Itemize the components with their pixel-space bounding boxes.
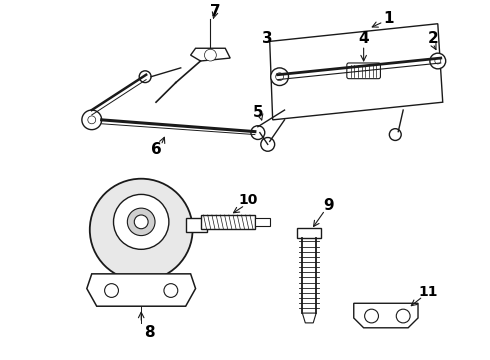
Text: 1: 1 (383, 11, 393, 26)
Text: 4: 4 (358, 31, 369, 46)
Circle shape (365, 309, 378, 323)
Bar (255, 218, 270, 226)
Text: 6: 6 (150, 142, 161, 157)
Circle shape (82, 110, 101, 130)
Circle shape (390, 129, 401, 140)
Circle shape (396, 309, 410, 323)
Polygon shape (270, 24, 443, 120)
FancyBboxPatch shape (347, 63, 380, 79)
Bar (200, 215, 255, 229)
Text: 7: 7 (210, 4, 221, 19)
Bar (186, 218, 207, 232)
Circle shape (139, 71, 151, 82)
Text: 9: 9 (324, 198, 334, 213)
Circle shape (204, 49, 216, 61)
Polygon shape (191, 48, 230, 61)
Text: 2: 2 (427, 31, 438, 46)
Circle shape (276, 73, 284, 81)
Text: 8: 8 (144, 325, 154, 340)
Circle shape (261, 138, 275, 151)
Text: 11: 11 (418, 284, 438, 298)
Polygon shape (302, 313, 316, 323)
Circle shape (164, 284, 178, 297)
Circle shape (270, 68, 289, 86)
Circle shape (127, 208, 155, 235)
Circle shape (88, 116, 96, 124)
Text: 3: 3 (263, 31, 273, 46)
Circle shape (435, 58, 441, 64)
Circle shape (251, 126, 265, 139)
Circle shape (134, 215, 148, 229)
Circle shape (90, 179, 193, 281)
Text: 10: 10 (238, 193, 258, 207)
Circle shape (114, 194, 169, 249)
Polygon shape (87, 274, 196, 306)
Polygon shape (354, 303, 418, 328)
Circle shape (430, 53, 446, 69)
Circle shape (104, 284, 119, 297)
Text: 5: 5 (252, 104, 263, 120)
Bar (297, 228, 321, 238)
